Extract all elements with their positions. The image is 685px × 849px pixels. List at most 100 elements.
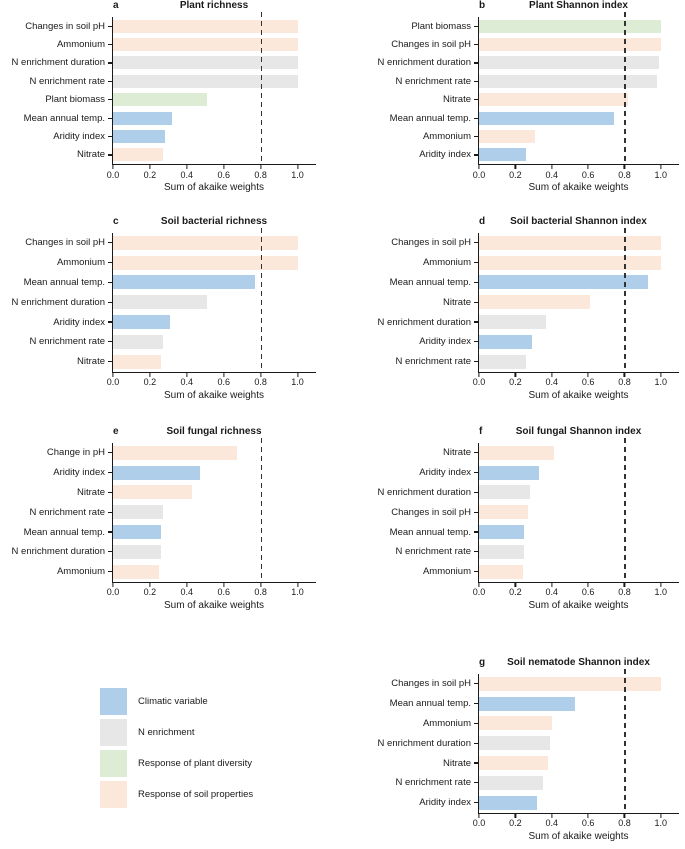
y-axis-tick-mark [474, 722, 478, 725]
x-tick-label: 0.8 [254, 377, 267, 388]
category-label: Changes in soil pH [25, 20, 105, 32]
legend-box: Climatic variable N enrichment Response of… [100, 688, 342, 812]
x-tick-label: 0.6 [217, 169, 230, 180]
bar-row [479, 332, 679, 352]
bar-row [113, 542, 316, 562]
y-axis-tick-mark [474, 99, 478, 101]
bar-n-enrichment-rate [113, 334, 163, 349]
category-label: N enrichment rate [29, 336, 105, 348]
category-label-row: Ammonium [0, 253, 112, 273]
panel-letter: e [113, 426, 119, 437]
legend-item-plant_diversity: Response of plant diversity [100, 750, 342, 777]
category-label-row: Aridity index [342, 793, 478, 813]
bar-mean-annual-temp [113, 111, 173, 125]
bar-n-enrichment-duration [479, 736, 550, 751]
plot-area [478, 669, 679, 814]
panel-header: b Plant Shannon index [478, 0, 679, 13]
panel-title: Plant Shannon index [529, 0, 628, 11]
bar-row [479, 502, 679, 522]
plot-area-wrap: 0.0 0.2 0.4 0.6 0.8 1.0 Sum of akaike weights [473, 669, 679, 842]
y-axis-tick-mark [108, 117, 112, 119]
x-tick-label: 0.8 [618, 169, 631, 180]
bar-row [479, 35, 679, 53]
category-label-row: Nitrate [342, 443, 478, 463]
bar-nitrate [479, 295, 590, 310]
bar-row [479, 292, 679, 312]
panel-header: c Soil bacterial richness [112, 216, 316, 229]
bar-row [113, 522, 316, 542]
x-tick-label: 0.0 [472, 169, 486, 180]
x-tick-mark [112, 582, 114, 587]
plot-area-wrap: 0.0 0.2 0.4 0.6 0.8 1.0 Sum of akaike weights [473, 12, 679, 193]
panel-header: a Plant richness [112, 0, 316, 13]
category-label: N enrichment rate [29, 75, 105, 87]
x-tick-label: 0.8 [618, 818, 631, 829]
legend-item-soil_properties: Response of soil properties [100, 781, 342, 808]
legend-item-label: Response of soil properties [138, 789, 254, 800]
bar-ammonium [113, 564, 160, 579]
x-tick-label: 0.2 [509, 377, 522, 388]
panel-a: a Plant richness Changes in soil pH Ammoniu… [0, 0, 342, 193]
bar-row [479, 127, 679, 145]
category-label: N enrichment duration [11, 296, 105, 308]
category-label: Mean annual temp. [23, 526, 105, 538]
bar-changes-in-soil-ph [479, 38, 661, 52]
x-tick-mark [186, 372, 188, 377]
panel-title: Plant richness [179, 0, 249, 11]
plot-area-wrap: 0.0 0.2 0.4 0.6 0.8 1.0 Sum of akaike weights [107, 438, 316, 611]
category-label-row: N enrichment rate [0, 72, 112, 90]
x-tick-mark [551, 813, 553, 818]
category-label-row: Mean annual temp. [0, 273, 112, 293]
panel-g: g Soil nematode Shannon index Changes in s… [342, 657, 685, 842]
y-axis-tick-mark [474, 62, 478, 64]
bar-mean-annual-temp [113, 525, 161, 540]
x-tick-label: 0.4 [545, 818, 558, 829]
category-label: N enrichment duration [377, 486, 471, 498]
category-label-row: Change in pH [0, 443, 112, 463]
x-tick-label: 1.0 [291, 377, 304, 388]
category-label: Nitrate [77, 486, 105, 498]
x-tick-label: 0.6 [217, 587, 230, 598]
bar-row [113, 352, 316, 372]
category-labels: Changes in soil pH Ammonium N enrichment d… [0, 17, 112, 193]
y-axis-tick-mark [108, 154, 112, 156]
category-label: Mean annual temp. [389, 698, 471, 710]
bar-row [479, 253, 679, 273]
y-axis-tick-mark [474, 571, 478, 573]
x-tick-label: 0.6 [581, 818, 595, 829]
panel-body: Change in pH Aridity index Nitrate N enrich… [0, 438, 342, 611]
x-tick-label: 0.2 [509, 169, 522, 180]
panel-header: f Soil fungal Shannon index [478, 426, 679, 439]
panel-c: c Soil bacterial richness Changes in soil … [0, 216, 342, 401]
category-label-row: Aridity index [342, 332, 478, 352]
bar-n-enrichment-duration [113, 56, 298, 70]
bar-row [479, 483, 679, 503]
category-label: Nitrate [443, 296, 471, 308]
category-label-row: Aridity index [0, 127, 112, 145]
x-tick-mark [514, 813, 516, 818]
x-tick-mark [514, 582, 516, 587]
bar-aridity-index [113, 130, 165, 144]
bar-n-enrichment-duration [479, 315, 547, 330]
category-labels: Plant biomass Changes in soil pH N enrichm… [342, 17, 478, 193]
bar-aridity-index [113, 465, 200, 480]
category-label-row: Nitrate [0, 146, 112, 164]
bar-ammonium [113, 255, 298, 270]
plot-area-wrap: 0.0 0.2 0.4 0.6 0.8 1.0 Sum of akaike weights [107, 12, 316, 193]
panel-letter: b [479, 0, 486, 11]
x-tick-label: 0.6 [581, 377, 595, 388]
category-label: Ammonium [422, 131, 471, 143]
plot-area [112, 438, 316, 583]
x-tick-mark [186, 165, 188, 170]
x-axis: 0.0 0.2 0.4 0.6 0.8 1.0 [473, 372, 679, 389]
y-axis-tick-mark [108, 262, 112, 264]
bar-mean-annual-temp [479, 696, 576, 711]
x-tick-mark [223, 582, 225, 587]
bar-plant-biomass [479, 19, 661, 33]
bar-aridity-index [113, 315, 171, 330]
category-label-row: N enrichment rate [0, 332, 112, 352]
category-label: N enrichment rate [395, 546, 471, 558]
bar-n-enrichment-duration [113, 544, 161, 559]
x-tick-label: 0.0 [106, 377, 120, 388]
x-tick-mark [260, 165, 262, 170]
